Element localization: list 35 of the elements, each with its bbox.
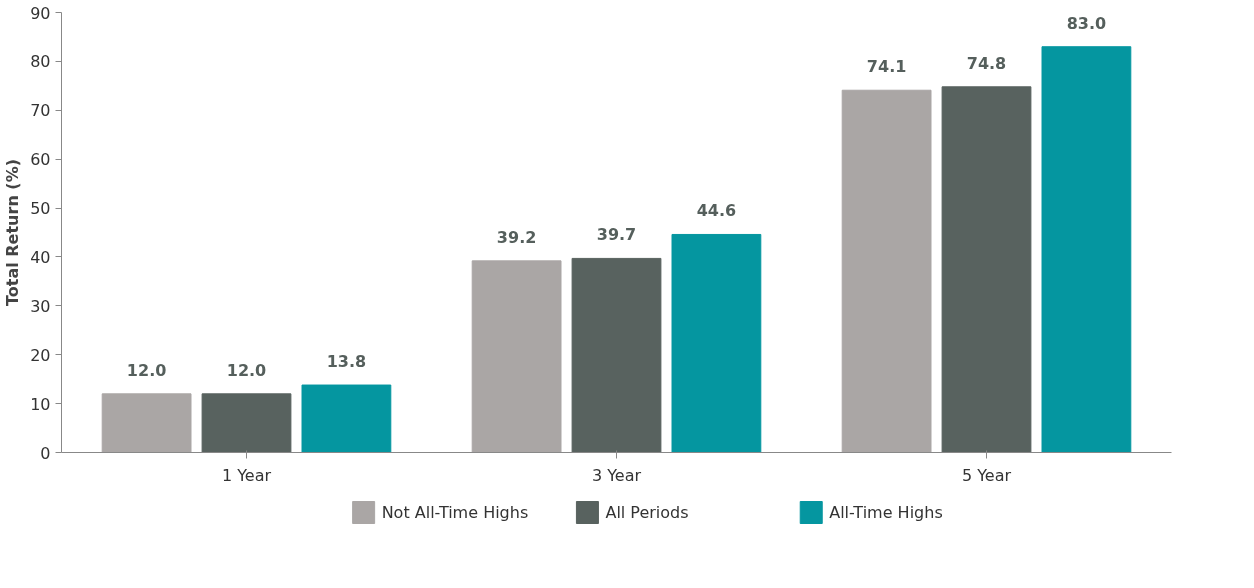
data-label: 83.0 [1066,13,1107,33]
y-tick-label: 90 [30,3,51,23]
y-tick-label: 80 [30,52,51,72]
bar [471,260,562,453]
y-tick-label: 50 [30,199,51,219]
x-tick-label: 1 Year [221,465,272,485]
x-tick-label: 3 Year [591,465,642,485]
data-label: 74.1 [866,57,907,77]
bar [101,393,192,453]
legend-label: All-Time Highs [829,503,943,522]
legend-label: Not All-Time Highs [381,503,529,522]
bar [841,89,932,453]
data-label: 39.7 [596,225,637,245]
bar [571,257,662,453]
bar [201,393,292,453]
y-tick-label: 30 [30,296,51,316]
data-label: 74.8 [966,53,1007,73]
y-tick-label: 10 [30,394,51,414]
y-tick-label: 40 [30,247,51,267]
legend-label: All Periods [605,503,689,522]
y-tick-label: 20 [30,345,51,365]
y-axis-title: Total Return (%) [3,159,23,306]
bar [1041,46,1132,453]
data-label: 12.0 [126,360,167,380]
y-tick-label: 70 [30,101,51,121]
data-label: 12.0 [226,360,267,380]
data-label: 39.2 [496,227,537,247]
bar [671,233,762,453]
bar [301,384,392,453]
x-tick-label: 5 Year [961,465,1012,485]
bar [941,86,1032,453]
y-tick-label: 60 [30,150,51,170]
y-tick-label: 0 [40,443,51,463]
data-label: 13.8 [326,352,367,372]
data-label: 44.6 [696,201,737,221]
